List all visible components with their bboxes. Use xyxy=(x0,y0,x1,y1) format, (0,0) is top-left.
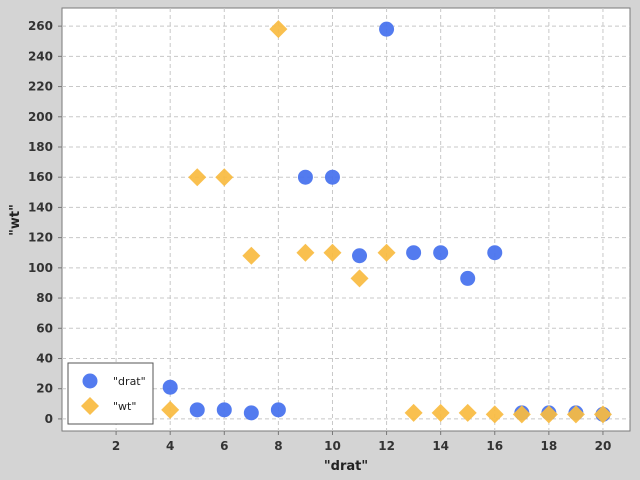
data-point xyxy=(352,248,368,264)
data-point xyxy=(404,403,423,422)
x-tick-label: 6 xyxy=(220,439,228,453)
legend-label: "wt" xyxy=(113,400,136,413)
legend: "drat" "wt" xyxy=(67,362,154,425)
data-point xyxy=(460,270,476,286)
data-point xyxy=(162,379,178,395)
y-tick-label: 140 xyxy=(28,200,53,214)
data-point xyxy=(243,405,259,421)
x-axis-title: "drat" xyxy=(324,459,368,474)
y-tick-label: 120 xyxy=(28,231,53,245)
data-point xyxy=(270,402,286,418)
y-tick-label: 60 xyxy=(36,321,53,335)
data-point xyxy=(324,169,340,185)
data-point xyxy=(433,245,449,261)
data-point xyxy=(161,400,180,419)
x-tick-label: 4 xyxy=(166,439,174,453)
data-point xyxy=(350,269,369,288)
data-point xyxy=(242,246,261,265)
data-point xyxy=(379,21,395,37)
data-point xyxy=(431,403,450,422)
y-tick-label: 180 xyxy=(28,140,53,154)
data-point xyxy=(189,402,205,418)
x-tick-label: 10 xyxy=(324,439,341,453)
y-tick-label: 240 xyxy=(28,49,53,63)
y-tick-label: 20 xyxy=(36,382,53,396)
data-point xyxy=(377,243,396,262)
data-point xyxy=(487,245,503,261)
y-tick-label: 80 xyxy=(36,291,53,305)
plot-area xyxy=(61,7,631,432)
y-axis-title: "wt" xyxy=(8,204,23,236)
data-point xyxy=(297,169,313,185)
data-points xyxy=(161,20,612,424)
y-tick-label: 200 xyxy=(28,110,53,124)
series-diamond xyxy=(161,20,612,424)
legend-marker xyxy=(82,373,98,389)
data-point xyxy=(512,405,531,424)
data-point xyxy=(458,403,477,422)
x-tick-label: 14 xyxy=(432,439,449,453)
data-point xyxy=(323,243,342,262)
data-point xyxy=(485,405,504,424)
x-tick-label: 8 xyxy=(274,439,282,453)
legend-label: "drat" xyxy=(113,375,146,388)
data-point xyxy=(188,168,207,187)
data-point xyxy=(215,168,234,187)
data-point xyxy=(566,405,585,424)
x-tick-label: 2 xyxy=(112,439,120,453)
tick-labels: 2 4 6 8 10 12 14 16 18 20020406080100120140160180… xyxy=(28,19,611,453)
y-tick-label: 220 xyxy=(28,80,53,94)
data-point xyxy=(593,405,612,424)
grid xyxy=(62,8,630,431)
y-tick-label: 260 xyxy=(28,19,53,33)
y-tick-label: 100 xyxy=(28,261,53,275)
data-point xyxy=(216,402,232,418)
x-tick-label: 16 xyxy=(486,439,503,453)
x-tick-label: 20 xyxy=(595,439,612,453)
x-tick-label: 18 xyxy=(541,439,558,453)
y-tick-label: 0 xyxy=(45,412,53,426)
data-point xyxy=(296,243,315,262)
legend-box xyxy=(67,362,154,425)
legend-marker xyxy=(81,397,99,415)
data-point xyxy=(406,245,422,261)
data-point xyxy=(269,20,288,39)
x-tick-label: 12 xyxy=(378,439,395,453)
data-point xyxy=(539,405,558,424)
y-tick-label: 160 xyxy=(28,170,53,184)
y-tick-label: 40 xyxy=(36,351,53,365)
